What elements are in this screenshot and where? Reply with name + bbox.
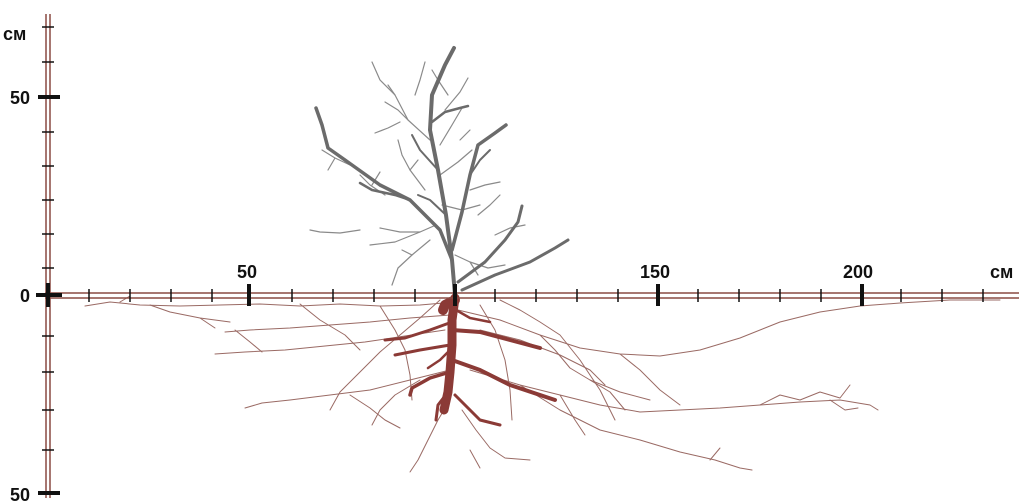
y-tick-label-50-bottom: 50: [10, 485, 30, 503]
fine-roots: [84, 295, 1001, 473]
y-tick-label-50-top: 50: [10, 88, 30, 108]
y-axis-unit: см: [3, 24, 26, 44]
root-system: [84, 293, 1001, 473]
x-tick-label-50: 50: [237, 262, 257, 282]
y-tick-label-0: 0: [20, 286, 30, 306]
x-axis-unit: см: [990, 262, 1013, 282]
y-axis-line: [45, 14, 51, 498]
x-axis-minor-ticks: [88, 289, 984, 302]
x-axis-line: [45, 292, 1019, 299]
x-axis-major-ticks: [247, 284, 864, 306]
shoot-main-branches: [314, 46, 570, 297]
axes: см 50 0 50 50 150 200 см: [3, 14, 1019, 503]
x-tick-label-200: 200: [843, 262, 873, 282]
y-axis-minor-ticks: [42, 26, 54, 451]
main-roots: [383, 293, 557, 427]
x-tick-label-150: 150: [640, 262, 670, 282]
shoot-system: [309, 46, 570, 297]
